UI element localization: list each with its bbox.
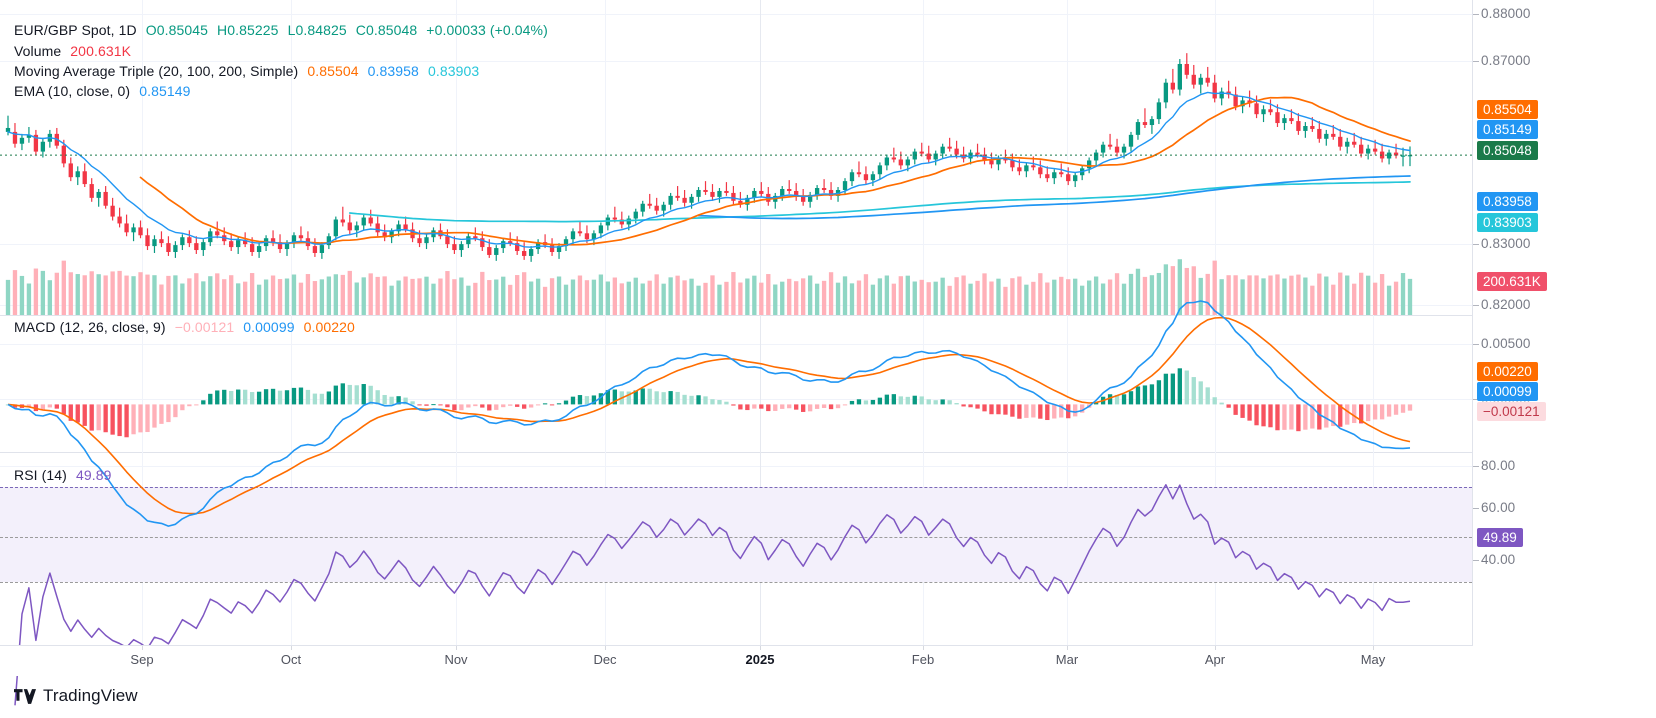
- macd-tick-0: 0.00500: [1481, 336, 1531, 351]
- rsi-band: [0, 487, 1472, 582]
- rsi-legend-value: 49.89: [75, 467, 112, 483]
- time-scale[interactable]: Sep Oct Nov Dec 2025 Feb Mar Apr May: [0, 645, 1473, 676]
- tradingview-logo-icon: [14, 688, 36, 704]
- macd-legend[interactable]: MACD (12, 26, close, 9) −0.00121 0.00099…: [14, 317, 355, 337]
- rsi-series: [14, 484, 1411, 706]
- volume-legend-value: 200.631K: [70, 43, 132, 59]
- price-tick-0: 0.88000: [1481, 6, 1531, 21]
- price-tag-sma20[interactable]: 0.85504: [1477, 100, 1538, 119]
- price-macd-separator: [0, 315, 1472, 316]
- macd-tag-histogram[interactable]: −0.00121: [1477, 402, 1546, 421]
- price-tick-1: 0.87000: [1481, 53, 1531, 68]
- macd-legend-label: MACD (12, 26, close, 9): [14, 319, 166, 335]
- ohlc-low: L0.84825: [287, 22, 347, 38]
- time-label-apr: Apr: [1204, 652, 1226, 667]
- ohlc-close: C0.85048: [355, 22, 418, 38]
- rsi-oversold-line: [0, 582, 1472, 583]
- price-scale[interactable]: 0.88000 0.87000 0.83000 0.82000 0.85504 …: [1473, 0, 1656, 645]
- macd-series: [5, 300, 1413, 527]
- price-tick-2: 0.83000: [1481, 236, 1531, 251]
- symbol-legend[interactable]: EUR/GBP Spot, 1D O0.85045 H0.85225 L0.84…: [14, 20, 548, 40]
- ohlc-high: H0.85225: [217, 22, 279, 38]
- macd-tag-macd[interactable]: 0.00099: [1477, 382, 1538, 401]
- price-tag-sma100[interactable]: 0.83958: [1477, 192, 1538, 211]
- volume-histogram-series: [5, 259, 1413, 315]
- price-tag-sma200[interactable]: 0.83903: [1477, 213, 1538, 232]
- tradingview-branding[interactable]: TradingView: [14, 686, 138, 706]
- moving-average-legend[interactable]: Moving Average Triple (20, 100, 200, Sim…: [14, 61, 479, 81]
- price-candlestick-series: [0, 53, 1472, 262]
- price-axis-divider: [1472, 0, 1473, 645]
- macd-legend-signal: 0.00220: [303, 319, 355, 335]
- macd-legend-macd: 0.00099: [243, 319, 295, 335]
- price-tag-ema10[interactable]: 0.85149: [1477, 120, 1538, 139]
- price-tick-3: 0.82000: [1481, 297, 1531, 312]
- rsi-tick-1: 60.00: [1481, 500, 1516, 515]
- time-label-feb: Feb: [911, 652, 935, 667]
- ema-legend[interactable]: EMA (10, close, 0) 0.85149: [14, 81, 191, 101]
- rsi-midline: [0, 537, 1472, 538]
- ohlc-change: +0.00033 (+0.04%): [426, 22, 548, 38]
- volume-legend[interactable]: Volume 200.631K: [14, 41, 131, 61]
- price-tag-volume[interactable]: 200.631K: [1477, 272, 1547, 291]
- macd-tag-signal[interactable]: 0.00220: [1477, 362, 1538, 381]
- ma-legend-label: Moving Average Triple (20, 100, 200, Sim…: [14, 63, 299, 79]
- rsi-legend[interactable]: RSI (14) 49.89: [14, 465, 111, 485]
- ma-legend-value-20: 0.85504: [307, 63, 359, 79]
- ma-legend-value-100: 0.83958: [367, 63, 419, 79]
- macd-legend-hist: −0.00121: [174, 319, 235, 335]
- ema-legend-value: 0.85149: [139, 83, 191, 99]
- rsi-tick-2: 40.00: [1481, 552, 1516, 567]
- time-label-dec: Dec: [593, 652, 617, 667]
- price-tag-last-close[interactable]: 0.85048: [1477, 141, 1538, 160]
- ma-legend-value-200: 0.83903: [427, 63, 480, 79]
- time-label-may: May: [1360, 652, 1386, 667]
- rsi-tick-0: 80.00: [1481, 458, 1516, 473]
- time-label-mar: Mar: [1055, 652, 1079, 667]
- symbol-title[interactable]: EUR/GBP Spot, 1D: [14, 22, 137, 38]
- volume-legend-label: Volume: [14, 43, 62, 59]
- time-label-sep: Sep: [130, 652, 154, 667]
- ohlc-open: O0.85045: [145, 22, 209, 38]
- ema-legend-label: EMA (10, close, 0): [14, 83, 131, 99]
- rsi-overbought-line: [0, 487, 1472, 488]
- macd-rsi-separator: [0, 452, 1472, 453]
- tradingview-wordmark: TradingView: [43, 686, 138, 705]
- rsi-tag-value[interactable]: 49.89: [1477, 528, 1523, 547]
- time-label-oct: Oct: [280, 652, 302, 667]
- time-label-2025: 2025: [745, 652, 775, 667]
- time-label-nov: Nov: [444, 652, 468, 667]
- rsi-legend-label: RSI (14): [14, 467, 67, 483]
